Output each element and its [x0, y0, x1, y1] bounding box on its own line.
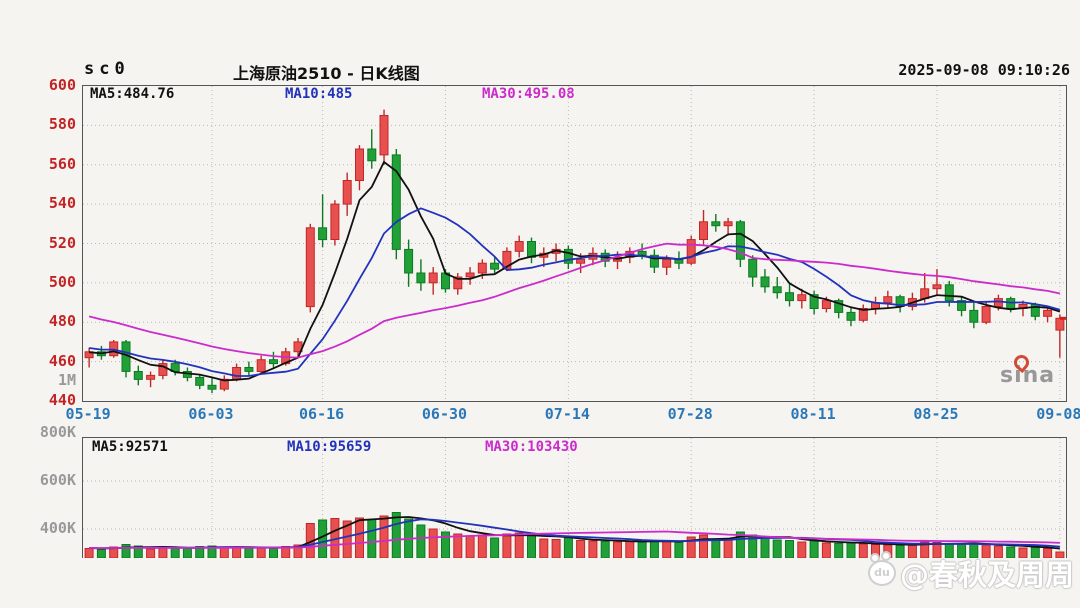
- date-axis-tick: 07-28: [667, 405, 713, 423]
- volume-axis-tick: 800K: [39, 423, 76, 441]
- credit-watermark: du @春秋及周周: [867, 551, 1074, 594]
- sina-logo-watermark: sina: [1000, 351, 1055, 388]
- price-ma5-line: [89, 160, 1061, 382]
- price-axis-tick: 600: [48, 76, 76, 94]
- price-ma30-line: [88, 242, 1061, 359]
- current-price-marker: [1060, 316, 1066, 320]
- date-axis-tick: 05-19: [65, 405, 111, 423]
- price-ma10-label: MA10:485: [285, 86, 353, 102]
- price-axis-tick: 520: [48, 233, 76, 252]
- volume-axis-tick: 400K: [39, 519, 76, 537]
- price-axis-tick: 580: [48, 115, 76, 134]
- baidu-paw-icon: du: [867, 551, 896, 586]
- volume-ma5-label: MA5:92571: [92, 439, 168, 455]
- date-axis-tick: 09-08: [1036, 405, 1080, 423]
- symbol-code: sc0: [84, 59, 130, 79]
- price-ma5-label: MA5:484.76: [90, 86, 175, 102]
- price-axis-tick: 480: [48, 312, 76, 331]
- price-ma30-label: MA30:495.08: [482, 86, 575, 102]
- price-candlestick-chart[interactable]: [82, 85, 1067, 402]
- date-axis-tick: 06-30: [421, 405, 468, 423]
- volume-unit-label: 1M: [57, 371, 76, 389]
- price-axis-tick: 500: [48, 272, 76, 291]
- volume-ma10-label: MA10:95659: [287, 439, 372, 455]
- price-axis-tick: 460: [48, 351, 76, 370]
- volume-axis-tick: 600K: [39, 471, 76, 489]
- chart-title: 上海原油2510 - 日K线图: [233, 64, 420, 83]
- date-axis-tick: 08-25: [913, 405, 959, 423]
- price-axis-tick: 440: [48, 391, 76, 409]
- price-ma10-line: [88, 207, 1061, 377]
- credit-text: @春秋及周周: [899, 558, 1074, 592]
- price-axis-tick: 540: [48, 194, 76, 213]
- volume-bars-group: [84, 512, 1065, 558]
- date-axis-tick: 06-03: [188, 405, 234, 423]
- date-axis-tick: 07-14: [544, 405, 590, 423]
- date-axis-tick: 08-11: [790, 405, 836, 423]
- volume-ma30-line: [89, 530, 1060, 550]
- volume-bar-chart[interactable]: [82, 437, 1067, 558]
- volume-ma30-label: MA30:103430: [485, 439, 578, 455]
- price-axis-tick: 560: [48, 154, 76, 173]
- date-axis-tick: 06-16: [299, 405, 345, 423]
- quote-timestamp: 2025-09-08 09:10:26: [898, 61, 1070, 79]
